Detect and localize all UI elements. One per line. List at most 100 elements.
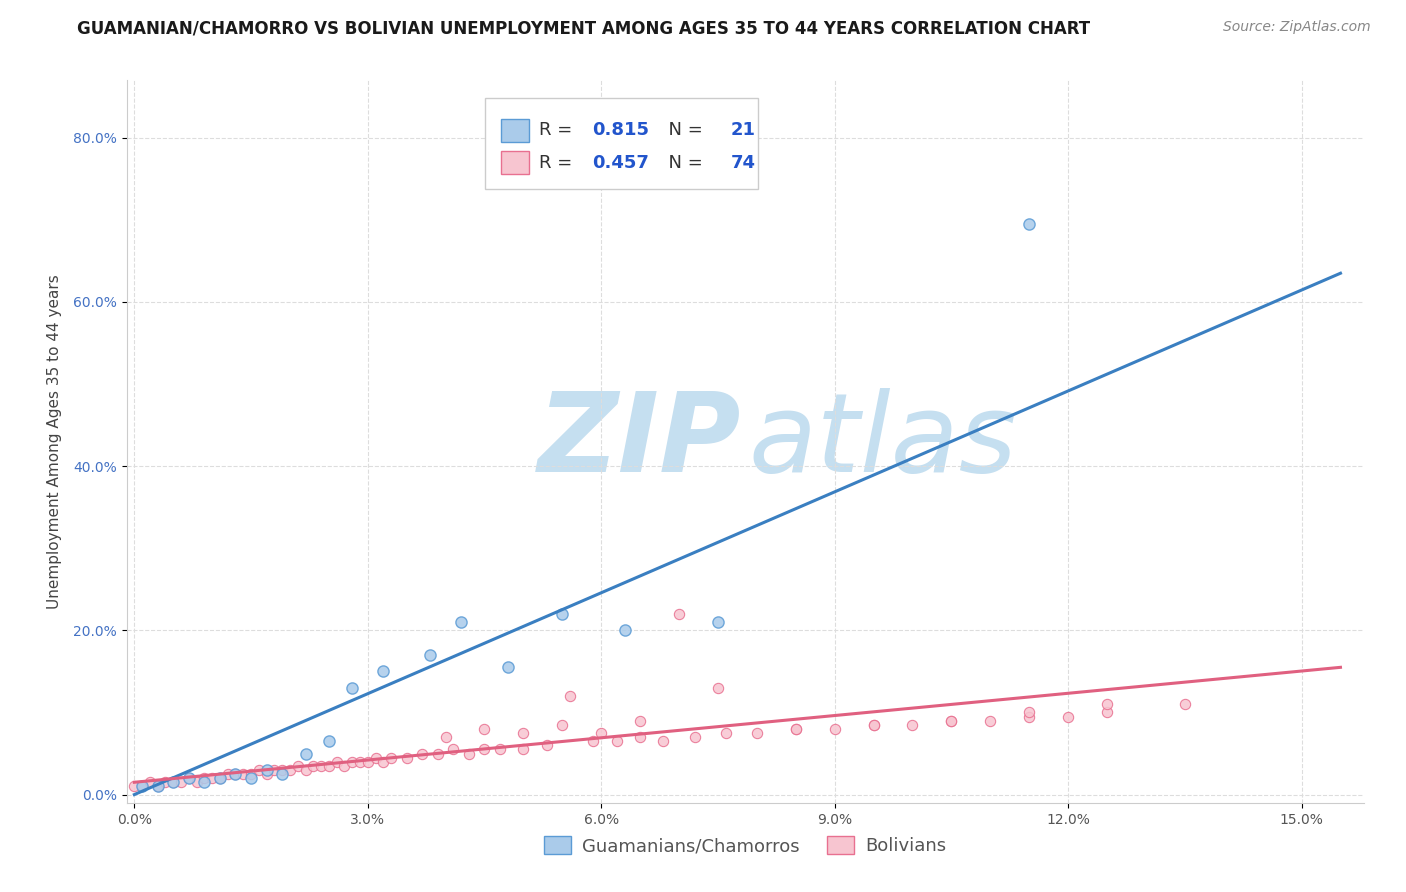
Text: Source: ZipAtlas.com: Source: ZipAtlas.com	[1223, 20, 1371, 34]
Point	[582, 734, 605, 748]
Point	[551, 607, 574, 621]
Point	[342, 755, 364, 769]
Point	[496, 660, 519, 674]
Text: R =: R =	[538, 153, 578, 171]
Point	[941, 714, 963, 728]
Point	[707, 615, 730, 630]
Point	[177, 771, 200, 785]
Point	[224, 767, 246, 781]
Point	[474, 742, 496, 756]
Point	[294, 763, 316, 777]
Point	[232, 767, 254, 781]
Point	[458, 747, 481, 761]
Point	[862, 718, 884, 732]
FancyBboxPatch shape	[485, 98, 758, 189]
Point	[309, 759, 332, 773]
Point	[302, 759, 325, 773]
FancyBboxPatch shape	[502, 151, 529, 174]
Point	[131, 780, 153, 794]
Point	[606, 734, 628, 748]
Point	[357, 755, 380, 769]
Point	[536, 739, 558, 753]
Point	[318, 759, 340, 773]
Point	[193, 775, 215, 789]
Point	[1018, 709, 1040, 723]
Point	[395, 750, 418, 764]
Point	[979, 714, 1001, 728]
FancyBboxPatch shape	[502, 119, 529, 142]
Legend: Guamanians/Chamorros, Bolivians: Guamanians/Chamorros, Bolivians	[537, 829, 953, 863]
Point	[380, 750, 402, 764]
Point	[177, 771, 200, 785]
Point	[193, 771, 215, 785]
Point	[419, 648, 441, 662]
Point	[1174, 698, 1197, 712]
Point	[628, 714, 651, 728]
Point	[489, 742, 512, 756]
Text: GUAMANIAN/CHAMORRO VS BOLIVIAN UNEMPLOYMENT AMONG AGES 35 TO 44 YEARS CORRELATIO: GUAMANIAN/CHAMORRO VS BOLIVIAN UNEMPLOYM…	[77, 20, 1091, 37]
Point	[271, 767, 294, 781]
Point	[364, 750, 387, 764]
Point	[333, 759, 356, 773]
Point	[862, 718, 884, 732]
Point	[551, 718, 574, 732]
Point	[170, 775, 193, 789]
Point	[1095, 706, 1118, 720]
Point	[349, 755, 371, 769]
Point	[652, 734, 675, 748]
Text: 0.457: 0.457	[592, 153, 648, 171]
Point	[294, 747, 316, 761]
Point	[162, 775, 184, 789]
Point	[155, 775, 177, 789]
Point	[240, 767, 263, 781]
Point	[247, 763, 270, 777]
Point	[450, 615, 472, 630]
Point	[287, 759, 309, 773]
Point	[1095, 698, 1118, 712]
Point	[318, 734, 340, 748]
Point	[162, 775, 184, 789]
Point	[668, 607, 690, 621]
Point	[714, 726, 737, 740]
Point	[256, 767, 278, 781]
Point	[278, 763, 301, 777]
Point	[901, 718, 924, 732]
Point	[131, 780, 153, 794]
Point	[224, 767, 246, 781]
Point	[411, 747, 433, 761]
Text: N =: N =	[658, 153, 709, 171]
Text: atlas: atlas	[749, 388, 1018, 495]
Point	[373, 665, 395, 679]
Point	[824, 722, 846, 736]
Point	[628, 730, 651, 744]
Text: N =: N =	[658, 121, 709, 139]
Point	[426, 747, 449, 761]
Point	[474, 722, 496, 736]
Point	[785, 722, 807, 736]
Point	[785, 722, 807, 736]
Text: 74: 74	[730, 153, 755, 171]
Point	[208, 771, 231, 785]
Text: 21: 21	[730, 121, 755, 139]
Point	[512, 726, 534, 740]
Point	[256, 763, 278, 777]
Text: 0.815: 0.815	[592, 121, 648, 139]
Point	[707, 681, 730, 695]
Point	[325, 755, 347, 769]
Point	[1018, 706, 1040, 720]
Point	[201, 771, 224, 785]
Point	[941, 714, 963, 728]
Point	[613, 624, 636, 638]
Point	[342, 681, 364, 695]
Point	[683, 730, 706, 744]
Point	[1018, 217, 1040, 231]
Point	[146, 780, 169, 794]
Point	[240, 771, 263, 785]
Point	[208, 771, 231, 785]
Point	[217, 767, 239, 781]
Point	[441, 742, 464, 756]
Point	[434, 730, 457, 744]
Point	[745, 726, 768, 740]
Point	[139, 775, 162, 789]
Y-axis label: Unemployment Among Ages 35 to 44 years: Unemployment Among Ages 35 to 44 years	[46, 274, 62, 609]
